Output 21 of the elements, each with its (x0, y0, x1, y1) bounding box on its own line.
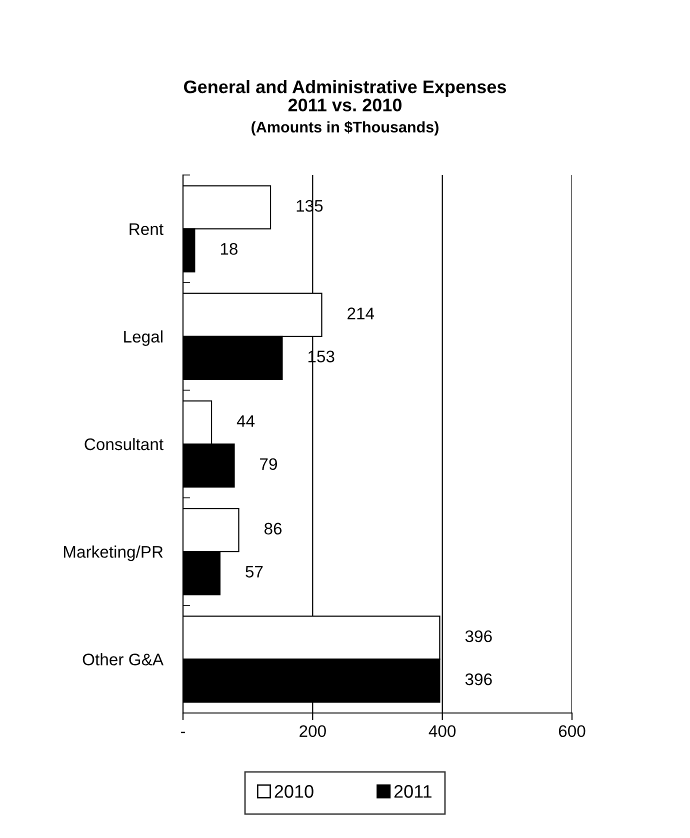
data-label: 57 (246, 566, 263, 578)
legend-label: 2011 (394, 785, 432, 798)
chart-subtitle: (Amounts in $Thousands) (252, 121, 438, 136)
data-label: 396 (465, 630, 492, 642)
data-label: 79 (260, 458, 277, 470)
y-tick-label: Legal (124, 330, 162, 346)
x-tick-label: 400 (428, 725, 456, 738)
x-tick-label: 200 (300, 725, 326, 738)
data-label: 44 (236, 415, 255, 427)
chart-title: General and Administrative Expenses 2011 vs. 2010 (184, 80, 506, 112)
y-tick-label: Marketing/PR (64, 546, 163, 562)
data-label: 18 (220, 242, 238, 255)
y-tick-label: Rent (130, 223, 164, 236)
y-tick-label: Other G&A (82, 653, 164, 666)
data-label: 396 (465, 673, 492, 686)
y-tick-label: Consultant (84, 438, 164, 450)
legend-label: 2010 (274, 785, 314, 798)
data-label: 86 (264, 522, 282, 535)
data-label: 214 (348, 308, 374, 320)
x-tick-label: - (180, 732, 186, 734)
x-tick-label: 600 (558, 725, 586, 738)
